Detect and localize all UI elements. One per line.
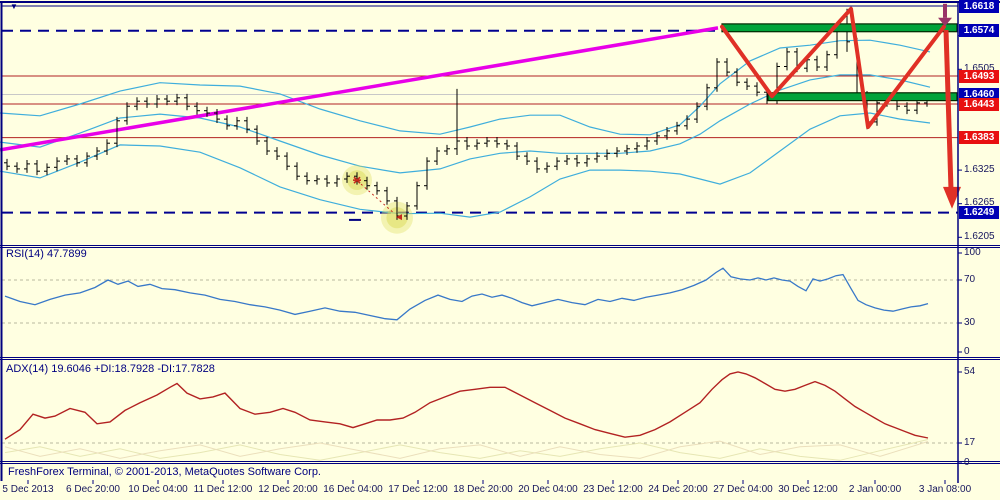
time-label: 30 Dec 12:00 — [778, 484, 838, 495]
rsi-tick-label: 70 — [964, 273, 976, 285]
time-label: 27 Dec 04:00 — [713, 484, 773, 495]
rsi-tick-label: 100 — [964, 246, 981, 258]
expand-triangle-icon[interactable]: ▼ — [10, 2, 18, 11]
rsi-tick-label: 0 — [964, 345, 970, 357]
time-label: 11 Dec 12:00 — [193, 484, 253, 495]
purple-arrow-head-icon — [938, 17, 952, 27]
trade-close-marker-icon — [396, 214, 402, 221]
time-label: 16 Dec 04:00 — [323, 484, 383, 495]
price-tick-label: 1.6325 — [964, 163, 995, 175]
green-zone — [721, 23, 958, 33]
time-label: 18 Dec 20:00 — [453, 484, 513, 495]
price-badge: 1.6574 — [959, 24, 999, 38]
rsi-tick-label: 30 — [964, 316, 976, 328]
time-label: 24 Dec 20:00 — [648, 484, 708, 495]
adx-indicator-label: ADX(14) 19.6046 +DI:18.7928 -DI:17.7828 — [6, 363, 215, 375]
adx-tick-label: 0 — [964, 456, 970, 468]
down-arrow-head-icon — [943, 186, 961, 209]
price-badge: 1.6618 — [959, 0, 999, 13]
time-label: 17 Dec 12:00 — [388, 484, 448, 495]
bollinger-middle-band — [0, 74, 931, 174]
price-badge: 1.6493 — [959, 69, 999, 83]
trendline — [0, 26, 719, 152]
time-label: 20 Dec 04:00 — [518, 484, 578, 495]
time-label: 23 Dec 12:00 — [583, 484, 643, 495]
price-tick-label: 1.6505 — [964, 62, 995, 74]
down-arrow-shaft — [943, 30, 954, 190]
price-badge: 1.6443 — [959, 97, 999, 111]
time-label: 3 Jan 08:00 — [918, 484, 972, 495]
rsi-line — [4, 267, 929, 321]
adx-tick-label: 54 — [964, 365, 976, 377]
price-badge: 1.6249 — [959, 206, 999, 220]
zigzag-projection — [720, 6, 946, 129]
time-label: 6 Dec 20:00 — [66, 484, 120, 495]
trade-open-marker-icon — [353, 176, 361, 184]
price-badge: 1.6383 — [959, 131, 999, 145]
bollinger-upper-band — [0, 39, 931, 136]
adx-tick-label: 17 — [964, 436, 976, 448]
copyright-text: FreshForex Terminal, © 2001-2013, MetaQu… — [8, 466, 321, 478]
bollinger-lower-band — [0, 112, 931, 218]
price-tick-label: 1.6205 — [964, 230, 995, 242]
price-axis[interactable]: 1.65651.65051.63251.62651.62051.66181.65… — [958, 0, 1000, 480]
time-label: 2 Jan 00:00 — [848, 484, 902, 495]
price-tick-label: 1.6265 — [964, 197, 995, 209]
adx-line — [4, 371, 929, 440]
time-label: 12 Dec 20:00 — [258, 484, 318, 495]
time-label: 5 Dec 2013 — [2, 484, 54, 495]
plus-di-line — [4, 439, 929, 461]
rsi-indicator-label: RSI(14) 47.7899 — [6, 248, 87, 260]
trade-link-line — [360, 183, 395, 214]
minus-di-line — [4, 440, 929, 459]
time-axis[interactable]: 5 Dec 2013 6 Dec 20:00 10 Dec 04:00 11 Dec … — [0, 483, 971, 500]
time-label: 10 Dec 04:00 — [128, 484, 188, 495]
